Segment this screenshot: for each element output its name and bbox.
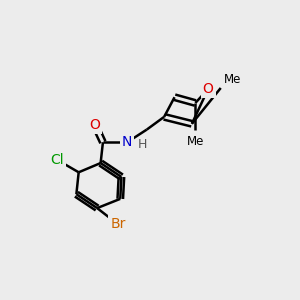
- Text: O: O: [202, 82, 214, 96]
- Text: Me: Me: [224, 73, 242, 86]
- Text: Br: Br: [110, 217, 126, 231]
- Text: Me: Me: [187, 135, 204, 148]
- Text: H: H: [138, 138, 147, 151]
- Text: Cl: Cl: [50, 153, 64, 166]
- Text: N: N: [122, 135, 132, 149]
- Text: O: O: [89, 118, 100, 132]
